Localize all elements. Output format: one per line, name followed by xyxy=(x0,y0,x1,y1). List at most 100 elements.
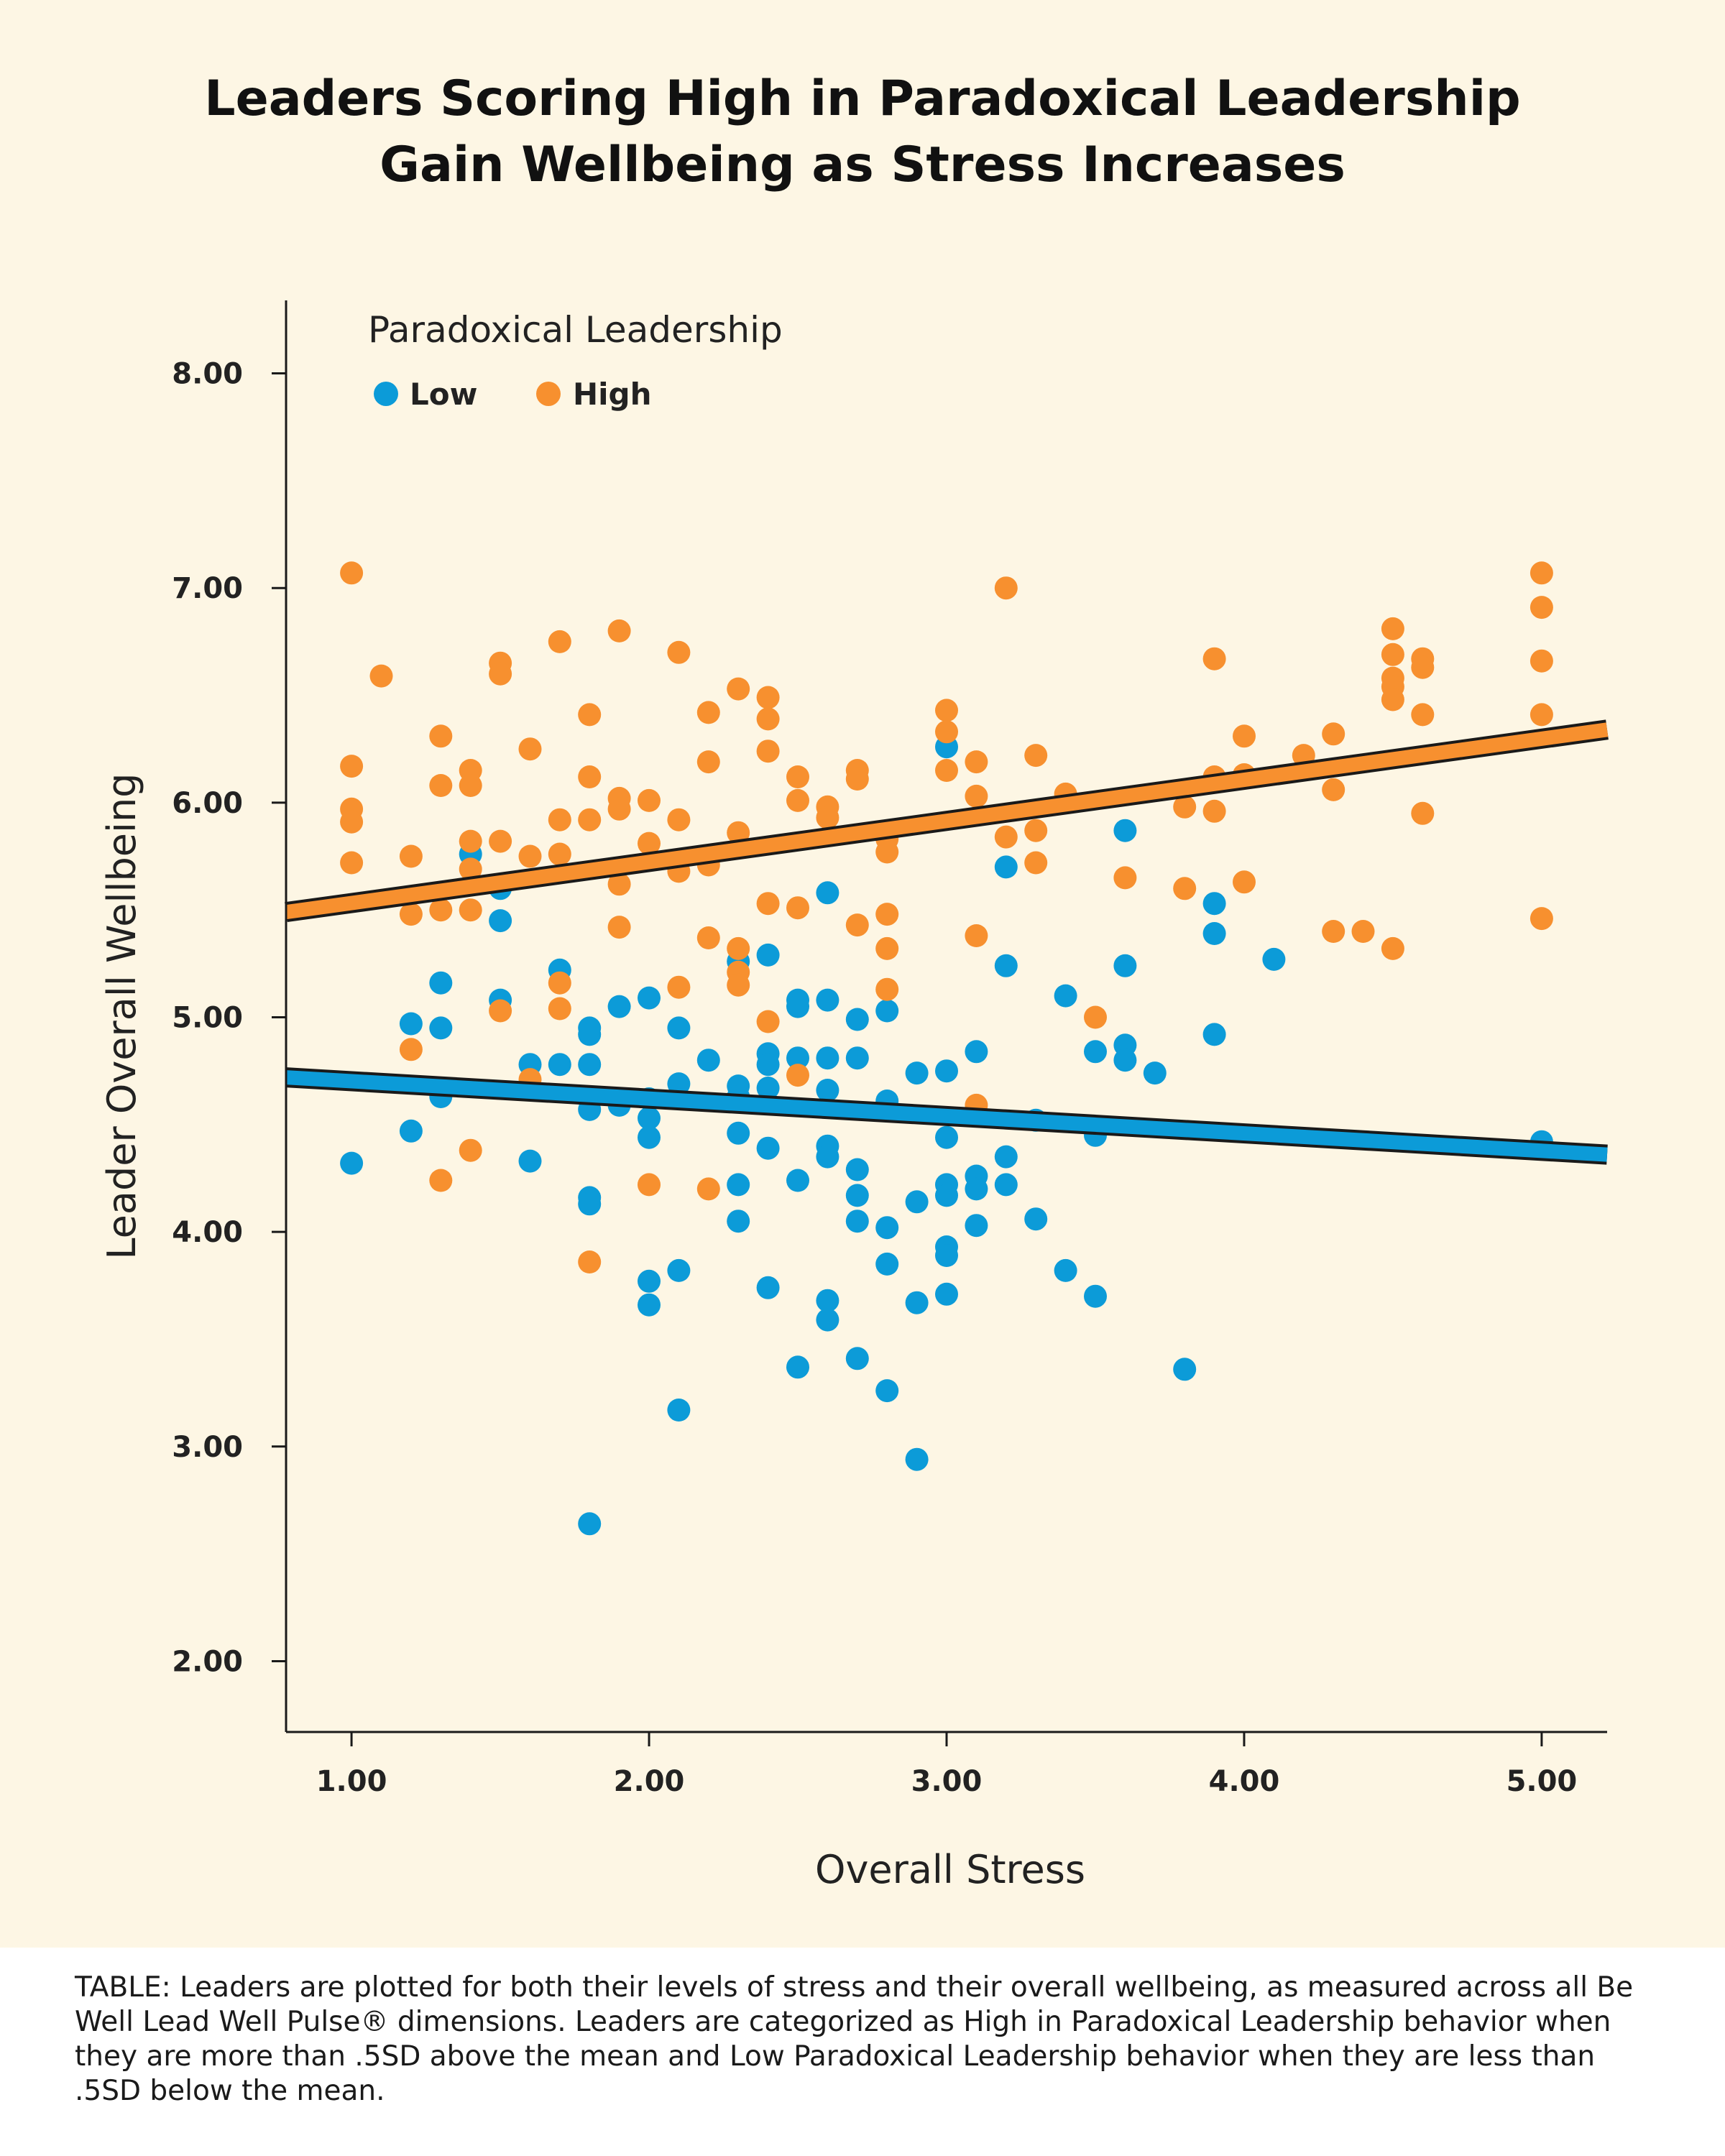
point-high-51 xyxy=(696,926,720,949)
point-high-114 xyxy=(1411,801,1435,825)
point-high-105 xyxy=(1381,617,1404,640)
point-high-63 xyxy=(786,765,809,788)
point-low-60 xyxy=(845,1046,869,1070)
point-high-42 xyxy=(638,1173,661,1197)
point-high-3 xyxy=(340,810,364,834)
point-high-17 xyxy=(459,898,482,922)
point-high-104 xyxy=(1351,920,1375,943)
y-tick-label-2.00: 2.00 xyxy=(172,1645,243,1678)
point-low-72 xyxy=(905,1291,929,1314)
point-low-100 xyxy=(1113,1049,1137,1072)
point-high-18 xyxy=(459,1138,482,1162)
point-low-65 xyxy=(875,999,899,1023)
point-low-31 xyxy=(667,1258,691,1282)
point-low-78 xyxy=(935,1184,958,1207)
point-high-64 xyxy=(786,788,809,812)
point-low-80 xyxy=(935,1244,958,1267)
point-low-92 xyxy=(1054,984,1077,1008)
point-low-103 xyxy=(1202,892,1226,916)
point-low-89 xyxy=(994,1173,1018,1197)
point-low-71 xyxy=(905,1190,929,1214)
y-tick-label-6.00: 6.00 xyxy=(172,787,243,820)
point-high-7 xyxy=(399,903,423,926)
point-high-24 xyxy=(518,844,542,868)
point-high-113 xyxy=(1411,703,1435,727)
point-low-20 xyxy=(578,1512,602,1536)
point-high-41 xyxy=(638,831,661,855)
point-low-23 xyxy=(638,986,661,1010)
point-high-61 xyxy=(756,892,780,916)
legend-title: Paradoxical Leadership xyxy=(368,309,783,351)
point-high-66 xyxy=(786,1064,809,1087)
point-high-54 xyxy=(727,821,750,844)
point-low-63 xyxy=(845,1210,869,1233)
point-high-29 xyxy=(548,971,571,995)
y-tick-label-7.00: 7.00 xyxy=(172,572,243,605)
legend-marker-low xyxy=(374,382,398,406)
point-high-27 xyxy=(548,808,571,831)
point-high-106 xyxy=(1381,642,1404,666)
point-low-42 xyxy=(756,1053,780,1077)
point-high-86 xyxy=(1024,744,1048,768)
chart-title-line-2: Gain Wellbeing as Stress Increases xyxy=(380,137,1346,193)
point-high-73 xyxy=(875,840,899,864)
point-low-56 xyxy=(816,1145,840,1169)
point-high-40 xyxy=(638,788,661,812)
point-high-8 xyxy=(399,1038,423,1061)
point-high-81 xyxy=(965,784,988,808)
point-low-105 xyxy=(1202,1023,1226,1046)
point-low-39 xyxy=(727,1210,750,1233)
x-tick-label-1.00: 1.00 xyxy=(316,1765,387,1798)
point-high-90 xyxy=(1084,1005,1107,1029)
point-low-59 xyxy=(845,1008,869,1031)
point-low-8 xyxy=(489,909,512,933)
point-low-38 xyxy=(727,1173,750,1197)
point-high-15 xyxy=(459,829,482,853)
point-low-85 xyxy=(965,1214,988,1238)
point-high-31 xyxy=(578,703,602,727)
point-high-92 xyxy=(1173,795,1197,819)
point-high-32 xyxy=(578,765,602,788)
legend-marker-high xyxy=(536,382,561,406)
point-low-2 xyxy=(399,1119,423,1143)
legend-label-high: High xyxy=(573,377,652,412)
point-low-54 xyxy=(816,1079,840,1102)
point-low-75 xyxy=(935,1059,958,1083)
point-low-88 xyxy=(994,1145,1018,1169)
point-low-91 xyxy=(1024,1207,1048,1231)
point-high-55 xyxy=(727,936,750,960)
point-low-49 xyxy=(786,1169,809,1192)
point-high-82 xyxy=(965,924,988,947)
point-high-14 xyxy=(459,774,482,797)
point-high-37 xyxy=(607,797,631,821)
point-high-97 xyxy=(1233,724,1256,748)
point-low-64 xyxy=(845,1347,869,1370)
point-high-101 xyxy=(1322,722,1346,746)
point-high-16 xyxy=(459,857,482,881)
point-low-84 xyxy=(965,1177,988,1201)
point-low-30 xyxy=(667,1072,691,1096)
point-low-94 xyxy=(1084,1040,1107,1064)
point-high-49 xyxy=(696,750,720,774)
y-tick-label-5.00: 5.00 xyxy=(172,1001,243,1034)
point-low-76 xyxy=(935,1125,958,1149)
point-low-52 xyxy=(816,988,840,1012)
point-low-102 xyxy=(1173,1358,1197,1381)
y-tick-label-3.00: 3.00 xyxy=(172,1431,243,1464)
point-low-58 xyxy=(816,1308,840,1332)
point-high-62 xyxy=(756,1010,780,1033)
x-tick-label-3.00: 3.00 xyxy=(911,1765,983,1798)
point-high-35 xyxy=(607,619,631,642)
point-high-74 xyxy=(875,903,899,926)
fit-line-high xyxy=(285,722,1609,920)
point-high-80 xyxy=(965,750,988,774)
point-high-77 xyxy=(935,699,958,722)
point-high-87 xyxy=(1024,819,1048,842)
point-high-60 xyxy=(756,740,780,763)
chart-title: Leaders Scoring High in Paradoxical Lead… xyxy=(0,66,1725,198)
point-low-19 xyxy=(578,1192,602,1216)
point-high-9 xyxy=(429,724,453,748)
point-high-99 xyxy=(1233,870,1256,894)
point-high-91 xyxy=(1113,866,1137,890)
point-low-4 xyxy=(429,1016,453,1040)
